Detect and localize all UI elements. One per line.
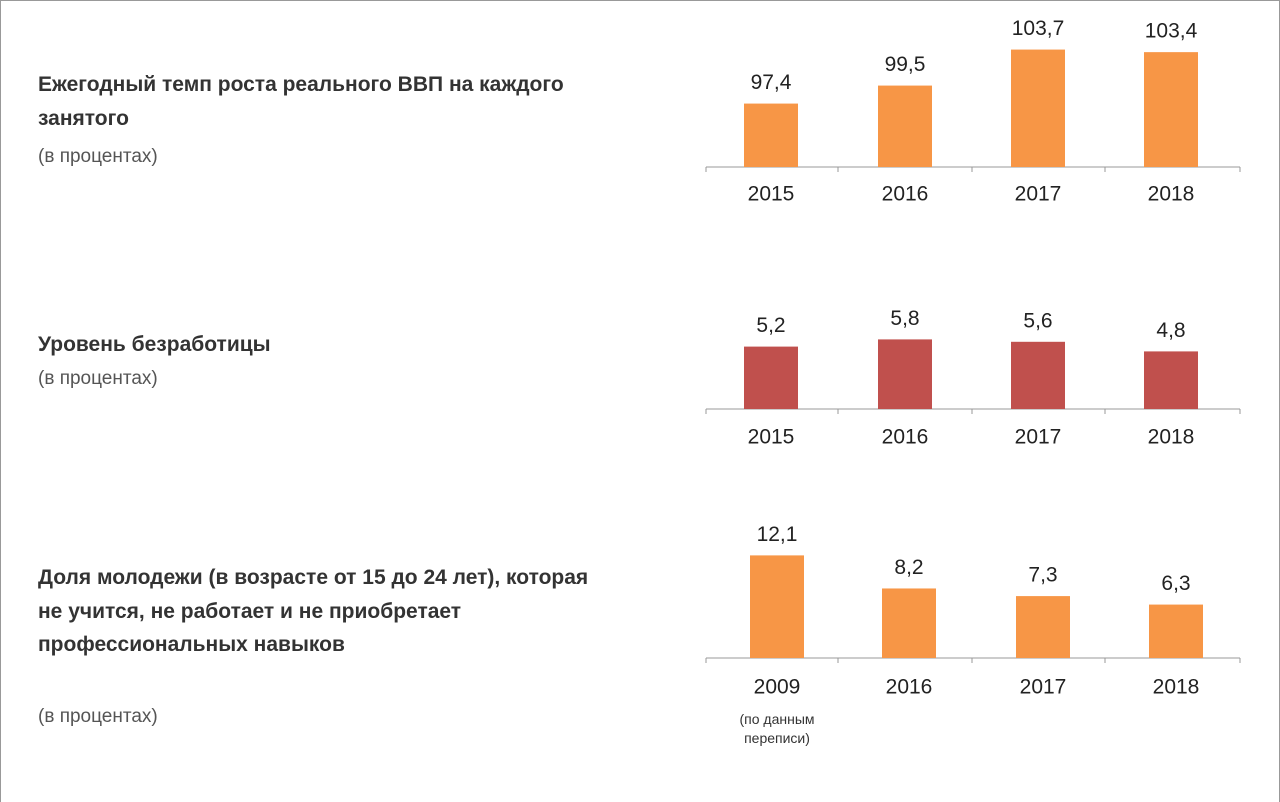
x-tick-label: 2017	[1020, 676, 1067, 699]
value-label: 4,8	[1156, 319, 1185, 342]
value-label: 6,3	[1161, 572, 1190, 595]
bar	[1144, 351, 1198, 409]
x-tick-label: 2016	[886, 676, 933, 699]
chart-subtitle: (в процентах)	[38, 146, 158, 167]
value-label: 8,2	[894, 556, 923, 579]
value-label: 5,2	[756, 314, 785, 337]
chart-title: Ежегодный темп роста реального ВВП на ка…	[38, 73, 564, 130]
value-label: 5,6	[1023, 309, 1052, 332]
bar	[1011, 341, 1065, 409]
value-label: 7,3	[1028, 564, 1057, 587]
x-tick-label: 2015	[748, 426, 795, 449]
category-note: (по данным переписи)	[739, 711, 815, 746]
bar	[878, 85, 932, 167]
value-label: 103,7	[1012, 17, 1065, 40]
x-tick-label: 2009	[754, 676, 801, 699]
value-label: 103,4	[1145, 20, 1198, 43]
value-label: 99,5	[885, 53, 926, 76]
value-label: 12,1	[757, 523, 798, 546]
bar	[750, 555, 804, 658]
bar	[1144, 52, 1198, 168]
x-tick-label: 2018	[1148, 183, 1195, 206]
bar	[882, 588, 936, 658]
bar	[744, 103, 798, 167]
chart-subtitle: (в процентах)	[38, 706, 158, 727]
chart-title: Уровень безработицы	[38, 333, 271, 356]
x-tick-label: 2017	[1015, 426, 1062, 449]
chart-title: Доля молодежи (в возрасте от 15 до 24 ле…	[38, 566, 589, 656]
x-tick-label: 2016	[882, 183, 929, 206]
value-label: 5,8	[890, 307, 919, 330]
x-tick-label: 2015	[748, 183, 795, 206]
x-tick-label: 2016	[882, 426, 929, 449]
bar	[1149, 604, 1203, 658]
bar	[1016, 596, 1070, 658]
bar	[744, 346, 798, 409]
x-tick-label: 2018	[1148, 426, 1195, 449]
bar	[1011, 49, 1065, 168]
x-tick-label: 2017	[1015, 183, 1062, 206]
value-label: 97,4	[751, 71, 792, 94]
x-tick-label: 2018	[1153, 676, 1200, 699]
chart-subtitle: (в процентах)	[38, 368, 158, 389]
bar	[878, 339, 932, 409]
